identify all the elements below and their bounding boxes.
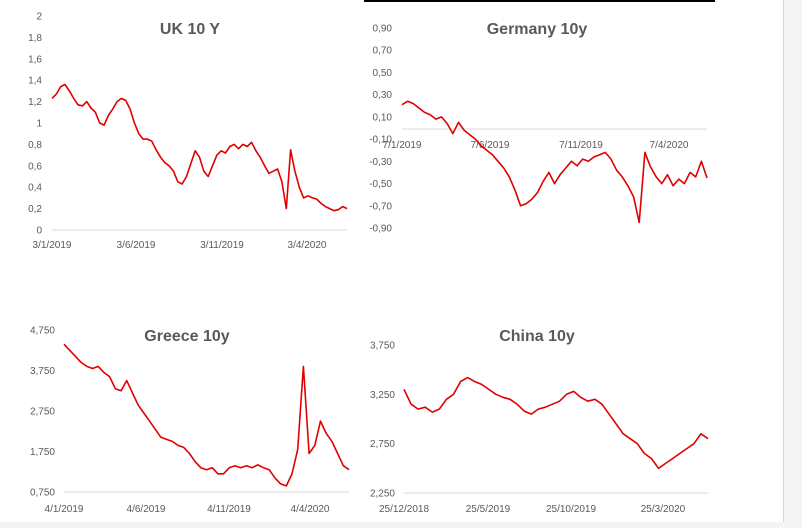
china-y-tick-label: 3,750 [370, 341, 395, 352]
greece-series-line [63, 343, 350, 487]
uk-y-tick-label: 0,2 [28, 204, 42, 215]
germany-y-tick-label: -0,50 [369, 179, 392, 190]
uk-y-tick-label: 0,6 [28, 161, 42, 172]
germany-x-tick-label: 7/11/2019 [559, 140, 603, 151]
germany-x-tick-label: 7/4/2020 [650, 140, 689, 151]
greece-x-tick-label: 4/6/2019 [127, 504, 166, 515]
china-y-tick-label: 3,250 [370, 390, 395, 401]
uk-y-tick-label: 1,8 [28, 33, 42, 44]
uk-x-tick-label: 3/6/2019 [117, 240, 156, 251]
uk-y-tick-label: 1,2 [28, 97, 42, 108]
uk-y-tick-label: 0,8 [28, 140, 42, 151]
germany-chart-title: Germany 10y [487, 21, 588, 38]
china-y-tick-label: 2,250 [370, 489, 395, 500]
greece-y-tick-label: 0,750 [30, 488, 55, 499]
germany-y-tick-label: -0,90 [369, 224, 392, 235]
germany-y-tick-label: 0,50 [373, 68, 393, 79]
greece-x-tick-label: 4/11/2019 [207, 504, 251, 515]
uk-series-line [51, 83, 348, 212]
china-series-line [403, 376, 709, 470]
china-x-tick-label: 25/12/2018 [379, 504, 429, 515]
uk-y-tick-label: 1 [36, 119, 42, 130]
china-chart-title: China 10y [499, 328, 575, 345]
uk-y-tick-label: 1,4 [28, 76, 42, 87]
germany-y-tick-label: -0,70 [369, 201, 392, 212]
uk-y-tick-label: 0 [36, 226, 42, 237]
china-x-tick-label: 25/10/2019 [546, 504, 596, 515]
germany-y-tick-label: -0,10 [369, 135, 392, 146]
germany-y-tick-label: 0,30 [373, 90, 393, 101]
greece-x-tick-label: 4/1/2019 [45, 504, 84, 515]
uk-x-tick-label: 3/4/2020 [288, 240, 327, 251]
germany-y-tick-label: 0,70 [373, 46, 393, 57]
germany-y-tick-label: -0,30 [369, 157, 392, 168]
germany-y-tick-label: 0,90 [373, 24, 393, 35]
uk-x-tick-label: 3/11/2019 [200, 240, 244, 251]
china-y-tick-label: 2,750 [370, 439, 395, 450]
germany-x-tick-label: 7/6/2019 [471, 140, 510, 151]
uk-chart-title: UK 10 Y [160, 21, 221, 38]
greece-x-tick-label: 4/4/2020 [291, 504, 330, 515]
uk-y-tick-label: 1,6 [28, 54, 42, 65]
china-x-tick-label: 25/3/2020 [641, 504, 686, 515]
uk-y-tick-label: 2 [36, 12, 42, 23]
germany-y-tick-label: 0,10 [373, 112, 393, 123]
china-x-tick-label: 25/5/2019 [466, 504, 511, 515]
uk-y-tick-label: 0,4 [28, 183, 42, 194]
greece-y-tick-label: 3,750 [30, 366, 55, 377]
germany-series-line [401, 100, 708, 224]
greece-y-tick-label: 1,750 [30, 447, 55, 458]
uk-x-tick-label: 3/1/2019 [33, 240, 72, 251]
germany-x-tick-label: 7/1/2019 [383, 140, 422, 151]
greece-y-tick-label: 2,750 [30, 407, 55, 418]
greece-y-tick-label: 4,750 [30, 326, 55, 337]
greece-chart-title: Greece 10y [144, 328, 230, 345]
